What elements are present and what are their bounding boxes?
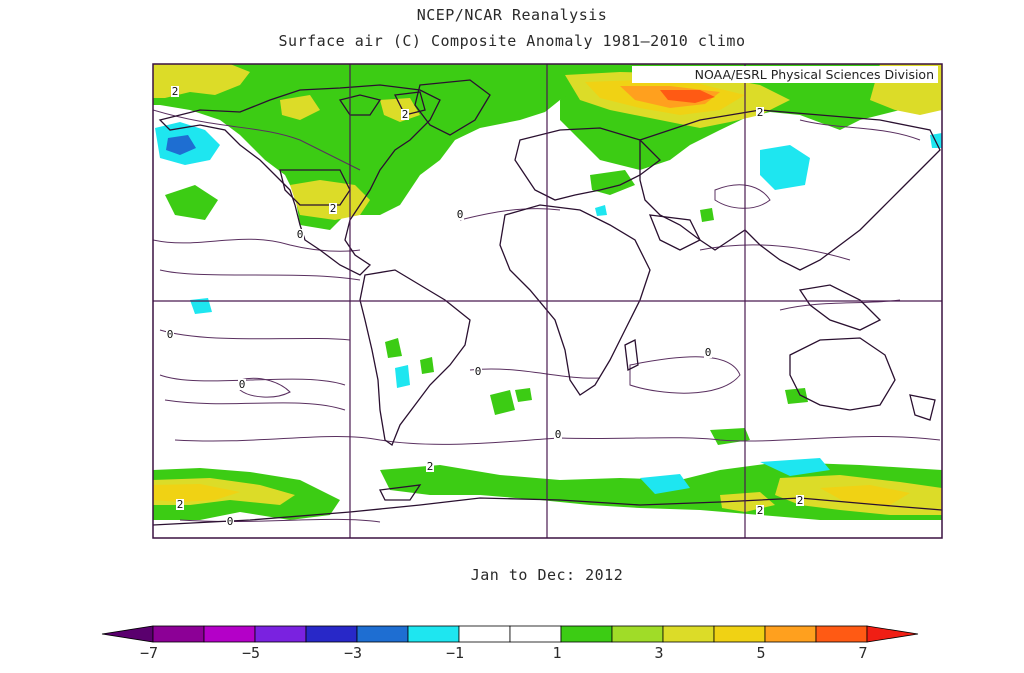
colorbar-segment xyxy=(356,625,409,643)
colorbar-tick-label: 7 xyxy=(858,644,868,662)
contour-label: 0 xyxy=(705,346,712,359)
contour-label: 2 xyxy=(177,498,184,511)
credit-label: NOAA/ESRL Physical Sciences Division xyxy=(632,66,938,83)
contour-label: 0 xyxy=(239,378,246,391)
contour-label: 0 xyxy=(457,208,464,221)
contour-label: 2 xyxy=(427,460,434,473)
colorbar-segment xyxy=(407,625,460,643)
colorbar-segment xyxy=(305,625,358,643)
period-label: Jan to Dec: 2012 xyxy=(470,566,624,584)
colorbar-segment xyxy=(662,625,715,643)
colorbar-segment xyxy=(713,625,766,643)
contour-labels: 2 2 2 2 2 2 2 2 0 0 0 0 0 0 0 0 xyxy=(166,85,804,528)
negative-anomaly-shading xyxy=(155,122,942,494)
colorbar-segment xyxy=(203,625,256,643)
chart-title: NCEP/NCAR Reanalysis xyxy=(416,6,608,24)
contour-label: 0 xyxy=(475,365,482,378)
colorbar-segment xyxy=(152,625,205,643)
map-frame xyxy=(152,63,943,539)
colorbar-tick-label: 3 xyxy=(654,644,664,662)
colorbar-segment xyxy=(254,625,307,643)
colorbar-tick-label: −5 xyxy=(241,644,261,662)
contour-label: 2 xyxy=(757,504,764,517)
coastlines xyxy=(153,79,942,526)
colorbar-segment xyxy=(458,625,511,643)
colorbar-segment xyxy=(764,625,817,643)
colorbar-segment xyxy=(815,625,868,643)
contour-label: 0 xyxy=(167,328,174,341)
contour-label: 2 xyxy=(757,106,764,119)
chart-subtitle: Surface air (C) Composite Anomaly 1981–2… xyxy=(278,32,746,50)
contour-label: 2 xyxy=(330,202,337,215)
contour-label: 2 xyxy=(172,85,179,98)
colorbar-segment xyxy=(509,625,562,643)
colorbar-high-arrow xyxy=(866,625,919,643)
contour-label: 0 xyxy=(227,515,234,528)
colorbar-tick-label: −1 xyxy=(445,644,465,662)
colorbar-segment xyxy=(611,625,664,643)
contour-label: 0 xyxy=(297,228,304,241)
contour-label: 2 xyxy=(402,108,409,121)
colorbar-tick-label: 1 xyxy=(552,644,562,662)
colorbar-low-arrow xyxy=(101,625,154,643)
colorbar-segment xyxy=(560,625,613,643)
contour-label: 2 xyxy=(797,494,804,507)
colorbar-tick-label: −3 xyxy=(343,644,363,662)
colorbar-tick-label: −7 xyxy=(139,644,159,662)
colorbar-tick-label: 5 xyxy=(756,644,766,662)
contour-label: 0 xyxy=(555,428,562,441)
graticule xyxy=(153,64,942,538)
